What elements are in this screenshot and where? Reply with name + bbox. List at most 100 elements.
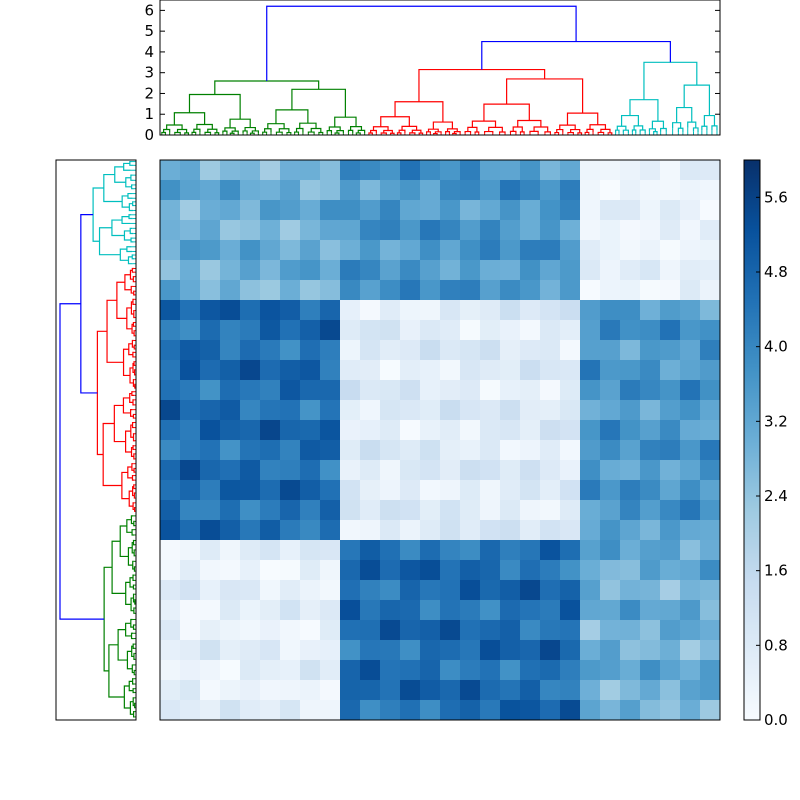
left-red-sub0-r-r-l-r-link bbox=[133, 369, 136, 376]
top-red-sub0-r-r-r-link bbox=[453, 131, 461, 134]
heatmap-cell bbox=[160, 360, 181, 381]
heatmap-cell bbox=[340, 660, 361, 681]
top-green-sub1-link bbox=[291, 88, 346, 118]
heatmap-cell bbox=[560, 380, 581, 401]
heatmap-cell bbox=[280, 600, 301, 621]
heatmap-cell bbox=[160, 680, 181, 701]
top-green-cluster-link bbox=[214, 80, 320, 95]
heatmap-cell bbox=[680, 560, 701, 581]
heatmap-cell bbox=[540, 260, 561, 281]
heatmap-cell bbox=[560, 240, 581, 261]
heatmap-cell bbox=[280, 260, 301, 281]
heatmap-cell bbox=[420, 440, 441, 461]
heatmap-cell bbox=[260, 260, 281, 281]
left-red-sub1-r-r-r-r-link bbox=[134, 507, 136, 512]
heatmap-cell bbox=[200, 600, 221, 621]
heatmap-cell bbox=[560, 440, 581, 461]
heatmap-cell bbox=[580, 320, 601, 341]
heatmap-cell bbox=[700, 160, 721, 181]
left-green-sub1-l-l-link bbox=[125, 622, 132, 637]
heatmap-cell bbox=[640, 640, 661, 661]
heatmap-cell bbox=[540, 660, 561, 681]
heatmap-cell bbox=[180, 160, 201, 181]
heatmap-cell bbox=[520, 160, 541, 181]
heatmap-cell bbox=[660, 560, 681, 581]
heatmap-cell bbox=[300, 260, 321, 281]
heatmap-cell bbox=[300, 640, 321, 661]
heatmap-cell bbox=[440, 460, 461, 481]
top-red-sub0-l-r-r-l-link bbox=[409, 132, 416, 135]
heatmap-cell bbox=[280, 180, 301, 201]
heatmap-cell bbox=[300, 680, 321, 701]
heatmap-cell bbox=[480, 220, 501, 241]
heatmap-cell bbox=[240, 440, 261, 461]
left-red-sub1-l-l-r-r-link bbox=[132, 413, 135, 419]
heatmap-cell bbox=[400, 300, 421, 321]
colorbar-tick-label-6: 4.8 bbox=[764, 263, 788, 281]
heatmap-cell bbox=[640, 300, 661, 321]
heatmap-cell bbox=[360, 660, 381, 681]
heatmap-cell bbox=[180, 660, 201, 681]
heatmap-cell bbox=[220, 420, 241, 441]
heatmap-cell bbox=[620, 580, 641, 601]
heatmap-cell bbox=[380, 500, 401, 521]
heatmap-cell bbox=[420, 420, 441, 441]
heatmap-cell bbox=[660, 700, 681, 721]
heatmap-cell bbox=[220, 380, 241, 401]
heatmap-cell bbox=[380, 660, 401, 681]
heatmap-cell bbox=[680, 240, 701, 261]
heatmap-cell bbox=[200, 540, 221, 561]
heatmap-cell bbox=[320, 280, 341, 301]
heatmap-cell bbox=[680, 620, 701, 641]
heatmap-cell bbox=[420, 540, 441, 561]
heatmap-cell bbox=[220, 620, 241, 641]
heatmap-cell bbox=[520, 620, 541, 641]
heatmap-cell bbox=[160, 620, 181, 641]
heatmap-cell bbox=[340, 540, 361, 561]
left-cyan-sub1-l-l-l-link bbox=[128, 214, 133, 220]
heatmap-cell bbox=[580, 540, 601, 561]
heatmap-cell bbox=[400, 280, 421, 301]
top-green-sub1-r-l-l-link bbox=[326, 129, 333, 134]
heatmap-cell bbox=[460, 660, 481, 681]
heatmap-cell bbox=[400, 520, 421, 541]
heatmap-cell bbox=[340, 400, 361, 421]
left-green-sub1-l-r-l-link bbox=[131, 645, 134, 658]
heatmap-cell bbox=[620, 160, 641, 181]
heatmap-cell bbox=[280, 300, 301, 321]
heatmap-cell bbox=[360, 600, 381, 621]
heatmap-cell bbox=[640, 620, 661, 641]
heatmap-cell bbox=[440, 520, 461, 541]
heatmap-cell bbox=[320, 640, 341, 661]
heatmap-cell bbox=[680, 320, 701, 341]
heatmap-cell bbox=[640, 400, 661, 421]
heatmap-cell bbox=[520, 660, 541, 681]
heatmap-cell bbox=[600, 220, 621, 241]
heatmap-cell bbox=[360, 320, 381, 341]
heatmap-cell bbox=[300, 280, 321, 301]
left-cyan-sub0-r-r-l-link bbox=[132, 201, 135, 207]
heatmap-cell bbox=[180, 540, 201, 561]
heatmap-cell bbox=[480, 560, 501, 581]
heatmap-cell bbox=[600, 260, 621, 281]
heatmap-cell bbox=[520, 240, 541, 261]
left-green-sub0-r-r-l-r-link bbox=[134, 599, 136, 605]
left-green-sub0-l-l-link bbox=[126, 519, 133, 533]
heatmap-cell bbox=[340, 300, 361, 321]
heatmap-cell bbox=[400, 200, 421, 221]
heatmap-cell bbox=[540, 340, 561, 361]
left-red-sub1-l-l-l-l-link bbox=[131, 391, 135, 396]
heatmap-cell bbox=[420, 320, 441, 341]
heatmap-cell bbox=[560, 500, 581, 521]
heatmap-cell bbox=[560, 340, 581, 361]
top-dendrogram-frame bbox=[159, 0, 721, 136]
heatmap-cell bbox=[260, 480, 281, 501]
heatmap-cell bbox=[680, 600, 701, 621]
top-red-sub1-r-l-r-r-link bbox=[577, 132, 583, 135]
heatmap-cell bbox=[380, 420, 401, 441]
heatmap-cell bbox=[160, 340, 181, 361]
heatmap-cell bbox=[180, 300, 201, 321]
top-green-sub0-l-r-r-r-link bbox=[214, 132, 220, 134]
left-green-sub0-r-link bbox=[125, 581, 132, 605]
heatmap-cell bbox=[340, 440, 361, 461]
